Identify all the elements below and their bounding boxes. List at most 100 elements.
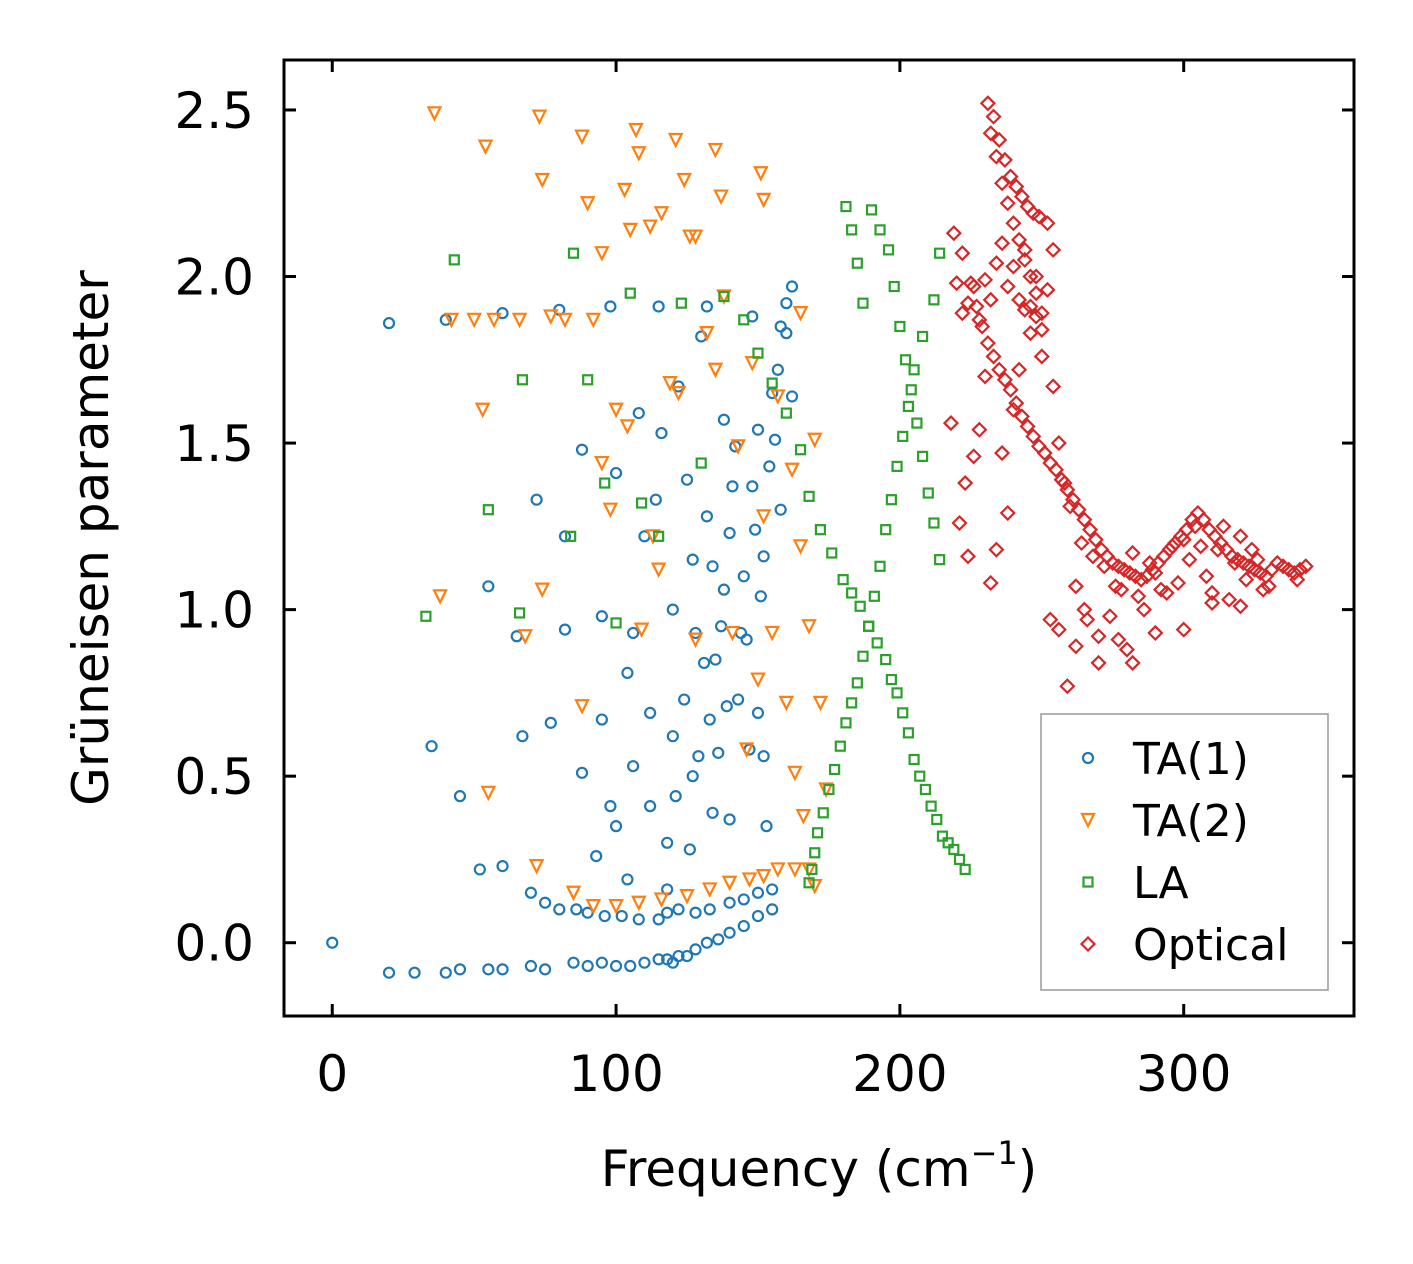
data-point — [1002, 168, 1019, 185]
data-point — [1081, 521, 1099, 538]
data-point — [473, 863, 486, 876]
data-point — [823, 783, 835, 796]
data-point — [682, 229, 698, 246]
data-point — [768, 433, 782, 446]
data-point — [466, 312, 482, 329]
x-axis-label: Frequency (cm−1) — [601, 1134, 1038, 1198]
data-point — [1005, 258, 1022, 275]
data-point — [971, 311, 988, 328]
data-point — [1011, 361, 1028, 378]
legend-marker — [1079, 935, 1097, 953]
data-point — [1289, 571, 1306, 588]
data-point — [565, 530, 577, 542]
data-point — [894, 320, 906, 333]
data-point — [534, 172, 551, 189]
data-point — [1209, 541, 1226, 558]
x-tick-label: 200 — [852, 1045, 947, 1103]
data-point — [752, 347, 764, 359]
data-point — [653, 206, 670, 222]
data-point — [516, 730, 529, 743]
data-point — [1195, 511, 1212, 528]
data-point — [951, 514, 968, 532]
data-point — [834, 740, 846, 752]
data-point — [755, 509, 772, 525]
series-ta-1 — [326, 280, 799, 979]
data-point — [633, 622, 650, 639]
data-point — [1079, 611, 1096, 628]
data-point — [678, 693, 691, 706]
data-point — [985, 108, 1002, 125]
data-point — [700, 510, 713, 523]
data-point — [626, 760, 640, 773]
data-point — [653, 892, 670, 908]
data-point — [1141, 554, 1158, 572]
data-point — [991, 131, 1008, 148]
data-point — [979, 95, 996, 112]
data-point — [425, 740, 438, 753]
data-point — [701, 882, 718, 898]
data-point — [846, 224, 858, 236]
data-point — [474, 402, 491, 419]
data-point — [957, 474, 974, 492]
data-point — [426, 106, 443, 122]
legend-items: TA(1) TA(2) LA Optical — [1079, 734, 1288, 971]
data-point — [1135, 601, 1153, 618]
data-point — [686, 770, 699, 783]
data-point — [865, 204, 878, 216]
data-point — [602, 502, 619, 519]
data-point — [999, 195, 1016, 212]
data-point — [709, 653, 722, 666]
data-point — [803, 490, 815, 502]
data-point — [1011, 231, 1028, 248]
data-point — [934, 554, 946, 566]
data-point — [801, 862, 817, 878]
data-point — [1226, 554, 1243, 572]
data-point — [954, 305, 971, 322]
data-point — [610, 617, 622, 629]
data-point — [1118, 641, 1135, 658]
data-point — [976, 368, 994, 385]
data-point — [811, 827, 824, 839]
data-point — [667, 132, 684, 149]
data-point — [1204, 594, 1221, 612]
legend-label: LA — [1133, 858, 1189, 909]
data-point — [1016, 251, 1033, 268]
data-point — [567, 247, 580, 259]
data-point — [988, 541, 1005, 558]
data-point — [1130, 588, 1147, 605]
data-point — [686, 553, 699, 566]
data-point — [382, 966, 396, 979]
data-point — [622, 222, 639, 239]
data-point — [1022, 268, 1039, 285]
data-point — [818, 782, 834, 798]
data-point — [669, 790, 682, 803]
data-point — [443, 312, 460, 329]
data-point — [496, 860, 509, 873]
data-point — [741, 872, 758, 888]
data-point — [615, 909, 628, 923]
data-point — [902, 400, 915, 413]
data-point — [959, 863, 971, 876]
data-point — [908, 364, 920, 376]
series-optical — [942, 95, 1314, 695]
data-point — [780, 327, 793, 340]
data-point — [626, 626, 640, 640]
data-point — [697, 656, 711, 670]
data-point — [1028, 268, 1045, 285]
legend: TA(1) TA(2) LA Optical — [1040, 713, 1329, 991]
data-point — [1187, 518, 1204, 535]
legend-item: TA(1) — [1081, 734, 1249, 785]
data-point — [766, 377, 778, 389]
data-point — [750, 672, 766, 689]
data-point — [1002, 381, 1019, 398]
legend-marker — [1081, 751, 1095, 765]
series-ta-2 — [426, 106, 834, 915]
data-point — [1019, 418, 1036, 435]
data-point — [851, 257, 863, 269]
data-point — [953, 853, 966, 866]
data-point — [1147, 624, 1164, 641]
x-axis-label-superscript: −1 — [971, 1134, 1018, 1172]
data-point — [598, 909, 611, 923]
data-point — [653, 530, 665, 542]
data-point — [1084, 548, 1101, 565]
